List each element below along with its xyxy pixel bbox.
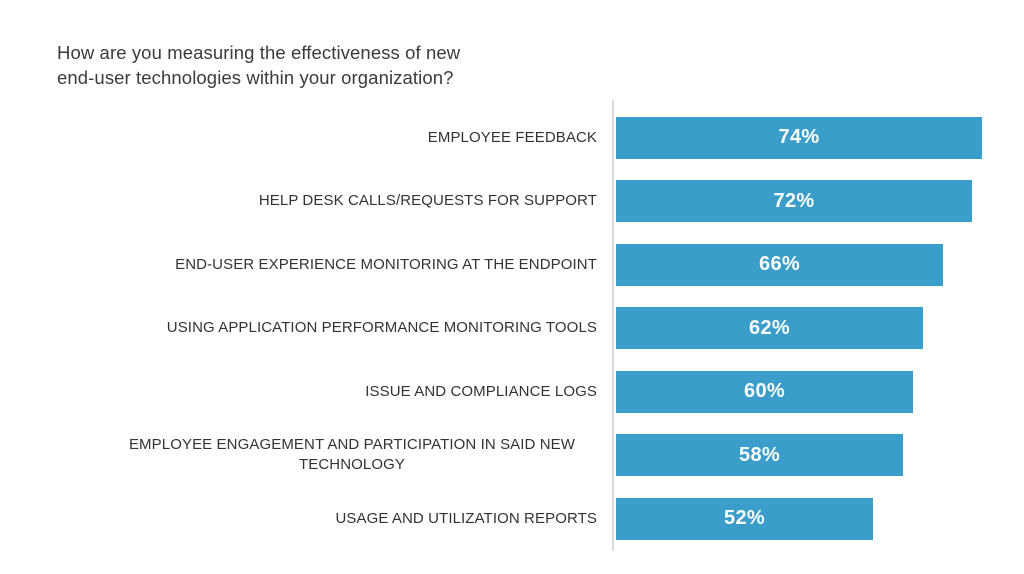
value-label: 66% bbox=[759, 253, 800, 276]
chart-title-line-2: end-user technologies within your organi… bbox=[57, 67, 454, 88]
category-label: USAGE AND UTILIZATION REPORTS bbox=[335, 509, 597, 527]
category-label-cell: END-USER EXPERIENCE MONITORING AT THE EN… bbox=[107, 255, 597, 275]
bar: 62% bbox=[616, 307, 923, 350]
bar-row: USAGE AND UTILIZATION REPORTS 52% bbox=[0, 487, 1024, 551]
bar: 72% bbox=[616, 180, 972, 223]
bar: 74% bbox=[616, 116, 982, 159]
category-label: USING APPLICATION PERFORMANCE MONITORING… bbox=[166, 319, 597, 337]
bar-row: END-USER EXPERIENCE MONITORING AT THE EN… bbox=[0, 233, 1024, 297]
value-label: 58% bbox=[739, 443, 780, 466]
category-axis-line bbox=[612, 100, 614, 551]
value-label: 52% bbox=[724, 507, 765, 530]
bar-row: HELP DESK CALLS/REQUESTS FOR SUPPORT 72% bbox=[0, 170, 1024, 234]
bar-row: ISSUE AND COMPLIANCE LOGS 60% bbox=[0, 360, 1024, 424]
category-label: EMPLOYEE FEEDBACK bbox=[427, 128, 597, 146]
category-label: ISSUE AND COMPLIANCE LOGS bbox=[365, 382, 597, 400]
bar-row: USING APPLICATION PERFORMANCE MONITORING… bbox=[0, 297, 1024, 361]
bar-rows: EMPLOYEE FEEDBACK 74% HELP DESK CALLS/RE… bbox=[0, 106, 1024, 551]
category-label-cell: HELP DESK CALLS/REQUESTS FOR SUPPORT bbox=[107, 191, 597, 211]
value-label: 60% bbox=[744, 380, 785, 403]
bar: 58% bbox=[616, 434, 903, 477]
value-label: 72% bbox=[773, 189, 815, 212]
chart-title-line-1: How are you measuring the effectiveness … bbox=[57, 42, 461, 63]
value-label: 62% bbox=[749, 316, 790, 339]
value-label: 74% bbox=[778, 126, 820, 149]
category-label: END-USER EXPERIENCE MONITORING AT THE EN… bbox=[175, 255, 597, 273]
bar-row: EMPLOYEE FEEDBACK 74% bbox=[0, 106, 1024, 170]
bar: 66% bbox=[616, 243, 943, 286]
category-label-cell: USAGE AND UTILIZATION REPORTS bbox=[107, 509, 597, 529]
bar-row: EMPLOYEE ENGAGEMENT AND PARTICIPATION IN… bbox=[0, 424, 1024, 488]
category-label-cell: EMPLOYEE FEEDBACK bbox=[107, 128, 597, 148]
category-label-cell: ISSUE AND COMPLIANCE LOGS bbox=[107, 382, 597, 402]
bar: 60% bbox=[616, 370, 913, 413]
category-label-cell: EMPLOYEE ENGAGEMENT AND PARTICIPATION IN… bbox=[107, 435, 597, 475]
category-label: HELP DESK CALLS/REQUESTS FOR SUPPORT bbox=[258, 192, 597, 210]
category-label: EMPLOYEE ENGAGEMENT AND PARTICIPATION IN… bbox=[128, 436, 576, 474]
chart-title: How are you measuring the effectiveness … bbox=[57, 40, 460, 90]
bar: 52% bbox=[616, 497, 873, 540]
category-label-cell: USING APPLICATION PERFORMANCE MONITORING… bbox=[107, 318, 597, 338]
